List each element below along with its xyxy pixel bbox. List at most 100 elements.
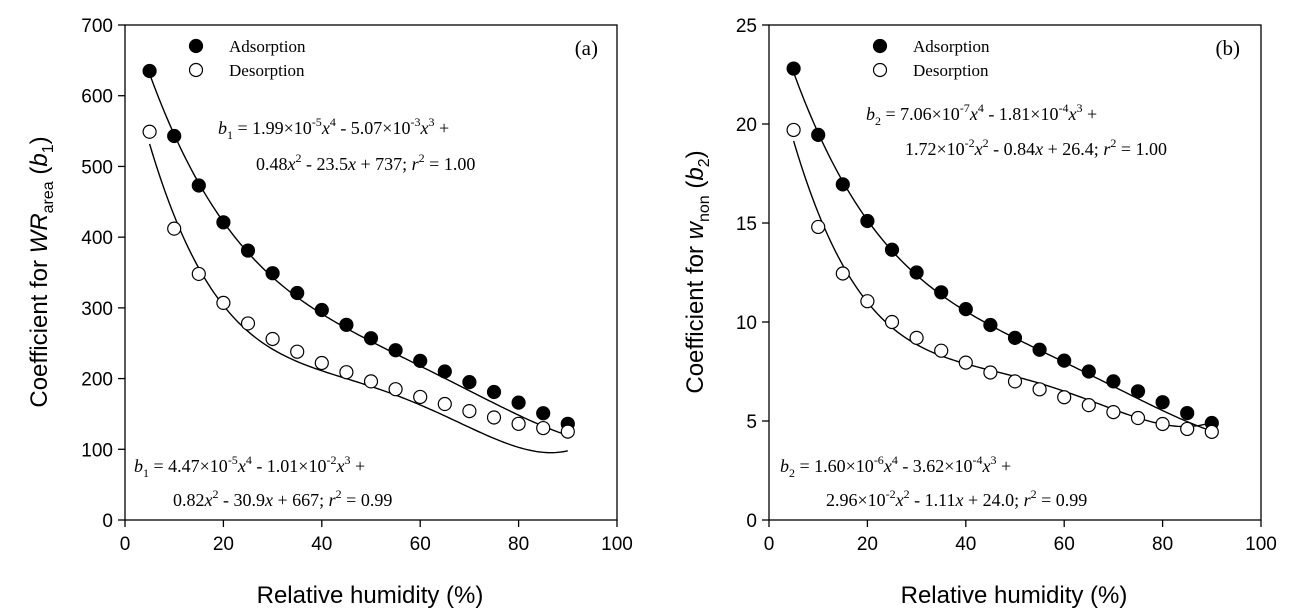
panel-a-desorption-point <box>143 125 156 138</box>
panel-b: 0 20 40 60 80 100 0 5 10 15 20 25 (b) Adsorption De… <box>682 16 1277 609</box>
panel-a-legend-adsorption-marker <box>190 40 203 53</box>
panel-b-desorption-point <box>1107 406 1120 419</box>
panel-b-desorption-point <box>1181 422 1194 435</box>
panel-b-adsorption-point <box>1181 407 1194 420</box>
panel-a-y-tick-label: 400 <box>81 228 113 249</box>
panel-a-desorption-point <box>488 411 501 424</box>
panel-b-adsorption-point <box>886 243 899 256</box>
panel-b-desorption-equation-line2: 2.96×10-2x2 - 1.11x + 24.0; r2 = 0.99 <box>826 487 1087 510</box>
panel-b-x-tick-label: 100 <box>1245 534 1277 555</box>
panel-b-adsorption-point <box>959 303 972 316</box>
panel-a-desorption-point <box>217 296 230 309</box>
panel-a-adsorption-point <box>414 354 427 367</box>
panel-a-y-tick-label: 500 <box>81 157 113 178</box>
panel-b-desorption-equation-line1: b2 = 1.60×10-6x4 - 3.62×10-4x3 + <box>780 453 1011 480</box>
panel-b-y-axis-title: Coefficient for wnon (b2) <box>682 150 713 393</box>
panel-a-desorption-point <box>438 398 451 411</box>
panel-a-adsorption-point <box>537 407 550 420</box>
panel-a-adsorption-point <box>266 267 279 280</box>
panel-a-desorption-equation-line2: 0.82x2 - 30.9x + 667; r2 = 0.99 <box>173 487 392 510</box>
panel-b-desorption-point <box>1058 391 1071 404</box>
panel-b-adsorption-point <box>935 286 948 299</box>
panel-a-adsorption-point <box>217 216 230 229</box>
panel-a-legend-desorption-marker <box>190 64 203 77</box>
panel-a-y-axis-title: Coefficient for WRarea (b1) <box>26 136 57 407</box>
panel-b-x-tick-label: 40 <box>955 534 976 555</box>
panel-a-desorption-point <box>414 390 427 403</box>
panel-a-desorption-point <box>266 332 279 345</box>
panel-a-y-tick-label: 200 <box>81 370 113 391</box>
panel-a-y-tick-label: 300 <box>81 299 113 320</box>
panel-b-legend-desorption-marker <box>874 64 887 77</box>
panel-b-adsorption-point <box>812 128 825 141</box>
panel-b-desorption-point <box>1132 412 1145 425</box>
panel-a-adsorption-point <box>192 179 205 192</box>
panel-a-adsorption-point <box>365 332 378 345</box>
panel-b-x-tick-label: 0 <box>764 534 775 555</box>
panel-a-legend-adsorption-label: Adsorption <box>229 37 306 56</box>
panel-b-y-tick-label: 0 <box>746 511 757 532</box>
panel-b-desorption-fit-line <box>794 141 1212 427</box>
panel-a-adsorption-point <box>242 244 255 257</box>
panel-a-adsorption-point <box>340 318 353 331</box>
panel-b-x-axis-title: Relative humidity (%) <box>901 582 1128 609</box>
panel-b-desorption-point <box>1082 399 1095 412</box>
panel-b-x-tick-label: 20 <box>857 534 878 555</box>
panel-a-x-tick-label: 40 <box>311 534 332 555</box>
panel-a-y-tick-label: 700 <box>81 16 113 37</box>
panel-a-desorption-point <box>315 357 328 370</box>
panel-b-adsorption-point <box>1082 365 1095 378</box>
panel-a-desorption-point <box>463 405 476 418</box>
panel-a-x-axis-title: Relative humidity (%) <box>257 582 484 609</box>
panel-b-adsorption-point <box>1107 375 1120 388</box>
panel-b-adsorption-point <box>984 318 997 331</box>
panel-a-desorption-point <box>168 222 181 235</box>
panel-a-desorption-equation-line1: b1 = 4.47×10-5x4 - 1.01×10-2x3 + <box>134 453 365 480</box>
panel-a-adsorption-point <box>488 386 501 399</box>
panel-b-y-tick-label: 5 <box>746 412 757 433</box>
panel-a-adsorption-equation-line2: 0.48x2 - 23.5x + 737; r2 = 1.00 <box>256 151 475 174</box>
panel-b-legend-adsorption-label: Adsorption <box>913 37 990 56</box>
panel-a-x-tick-label: 80 <box>508 534 529 555</box>
panel-b-adsorption-point <box>1156 396 1169 409</box>
panel-a-desorption-point <box>389 383 402 396</box>
panel-b-x-tick-label: 80 <box>1152 534 1173 555</box>
panel-b-adsorption-point <box>787 62 800 75</box>
panel-a-adsorption-point <box>389 344 402 357</box>
panel-a-adsorption-point <box>291 287 304 300</box>
panel-b-adsorption-point <box>1058 354 1071 367</box>
panel-a-desorption-point <box>512 417 525 430</box>
panel-a-desorption-point <box>291 345 304 358</box>
panel-b-desorption-point <box>1156 417 1169 430</box>
panel-b-legend-adsorption-marker <box>874 40 887 53</box>
panel-b-desorption-point <box>836 267 849 280</box>
panel-b-y-tick-label: 20 <box>736 115 757 136</box>
panel-a-desorption-point <box>537 422 550 435</box>
panel-a-desorption-point <box>561 425 574 438</box>
panel-b-y-tick-label: 15 <box>736 214 757 235</box>
panel-b-y-tick-label: 25 <box>736 16 757 37</box>
panel-b-adsorption-point <box>910 266 923 279</box>
panel-b-desorption-point <box>959 356 972 369</box>
panel-a-x-tick-label: 20 <box>213 534 234 555</box>
panel-b-desorption-point <box>886 316 899 329</box>
panel-a-y-tick-label: 0 <box>102 511 113 532</box>
panel-b-y-tick-label: 10 <box>736 313 757 334</box>
panel-b-adsorption-fit-line <box>794 72 1212 431</box>
panel-a-adsorption-point <box>512 396 525 409</box>
panel-b-adsorption-point <box>1033 343 1046 356</box>
panel-a-desorption-point <box>242 317 255 330</box>
panel-b-desorption-point <box>812 220 825 233</box>
panel-a-desorption-point <box>365 375 378 388</box>
panel-b-desorption-point <box>1009 375 1022 388</box>
panel-a-adsorption-point <box>463 376 476 389</box>
panel-b-legend-desorption-label: Desorption <box>913 61 989 80</box>
panel-a-adsorption-point <box>143 64 156 77</box>
panel-b-desorption-point <box>1033 383 1046 396</box>
panel-a-label: (a) <box>575 36 598 60</box>
panel-a-legend-desorption-label: Desorption <box>229 61 305 80</box>
panel-b-label: (b) <box>1216 36 1241 60</box>
panel-a-y-tick-label: 600 <box>81 87 113 108</box>
panel-b-desorption-point <box>984 366 997 379</box>
panel-a-desorption-fit-line <box>150 144 568 453</box>
